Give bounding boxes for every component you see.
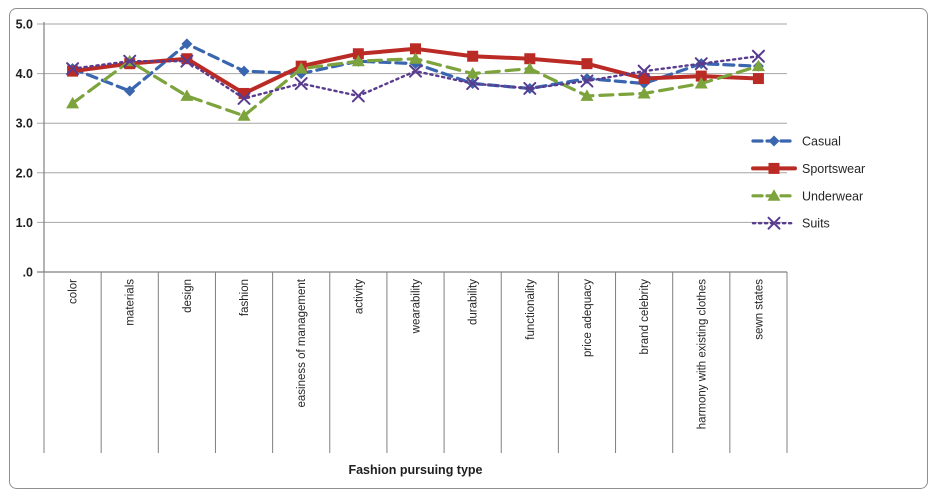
y-tick-label: 5.0 xyxy=(16,18,33,32)
category-labels: color materials design fashion easiness of m… xyxy=(68,278,766,429)
point-triangle-underwear-10 xyxy=(637,86,651,99)
point-x-suits-8 xyxy=(523,81,537,95)
point-x-suits-12 xyxy=(751,49,765,63)
point-x-suits-7 xyxy=(466,77,480,91)
category-label: sewn states xyxy=(753,279,765,340)
point-triangle-underwear-8 xyxy=(523,62,537,74)
chart-outer-border xyxy=(9,8,928,489)
point-square-sportswear-5 xyxy=(352,48,364,60)
point-x-suits-1 xyxy=(123,54,137,68)
point-triangle-underwear-5 xyxy=(351,54,365,67)
point-square-sportswear-7 xyxy=(467,50,479,62)
point-diamond-legend-casual xyxy=(768,135,780,147)
point-square-sportswear-11 xyxy=(695,70,707,82)
legend-label: Sportswear xyxy=(802,162,865,176)
point-square-sportswear-12 xyxy=(752,73,764,85)
category-label: price adequacy xyxy=(582,279,594,357)
point-square-sportswear-8 xyxy=(524,53,536,65)
category-label: activity xyxy=(353,279,365,314)
category-label: color xyxy=(68,279,80,304)
legend-label: Underwear xyxy=(802,189,863,203)
legend-label: Suits xyxy=(802,217,830,231)
point-x-suits-5 xyxy=(351,89,365,103)
point-triangle-underwear-4 xyxy=(294,62,308,74)
category-label: easiness of management xyxy=(296,278,308,407)
point-square-sportswear-0 xyxy=(67,65,79,77)
category-label: wearability xyxy=(411,279,423,335)
category-label: brand celebrity xyxy=(639,279,651,355)
point-diamond-casual-3 xyxy=(238,65,250,77)
y-tick-label: 4.0 xyxy=(16,67,33,81)
point-diamond-casual-1 xyxy=(124,85,136,97)
point-x-suits-11 xyxy=(694,57,708,71)
point-square-sportswear-2 xyxy=(181,53,193,65)
point-square-legend-sportswear xyxy=(768,162,780,174)
point-triangle-underwear-7 xyxy=(466,67,480,79)
point-triangle-underwear-9 xyxy=(580,89,594,101)
point-square-sportswear-6 xyxy=(410,43,421,55)
point-x-suits-4 xyxy=(294,77,308,91)
y-tick-label: 2.0 xyxy=(16,166,33,180)
legend-item-suits: Suits xyxy=(751,216,830,231)
point-x-suits-2 xyxy=(180,54,194,68)
point-triangle-legend-underwear xyxy=(767,189,781,201)
legend-item-casual: Casual xyxy=(751,135,841,149)
legend: Casual Sportswear Underwear Suits xyxy=(751,135,865,231)
point-triangle-underwear-12 xyxy=(751,59,765,72)
point-square-sportswear-9 xyxy=(581,58,593,70)
point-triangle-underwear-11 xyxy=(694,77,708,89)
series-underwear xyxy=(66,52,765,121)
point-triangle-underwear-0 xyxy=(66,96,80,109)
y-tick-label: 3.0 xyxy=(16,117,33,131)
category-label: materials xyxy=(125,279,137,326)
point-square-sportswear-3 xyxy=(238,87,250,99)
point-x-legend-suits xyxy=(767,216,781,230)
point-triangle-underwear-3 xyxy=(237,109,251,121)
point-x-suits-9 xyxy=(580,74,594,88)
x-axis-title: Fashion pursuing type xyxy=(348,463,482,477)
point-triangle-underwear-2 xyxy=(180,89,194,101)
legend-item-underwear: Underwear xyxy=(751,189,863,203)
point-diamond-casual-2 xyxy=(181,38,193,50)
point-x-suits-6 xyxy=(409,64,422,78)
legend-label: Casual xyxy=(802,135,841,149)
point-square-sportswear-10 xyxy=(638,73,650,85)
category-label: durability xyxy=(468,279,480,325)
category-dividers xyxy=(43,272,788,453)
category-label: harmony with existing clothes xyxy=(696,279,708,429)
gridlines: 5.0 4.0 3.0 2.0 1.0 .0 xyxy=(16,18,787,280)
series-suits xyxy=(66,49,765,105)
y-tick-label: .0 xyxy=(23,266,33,280)
point-x-suits-0 xyxy=(66,62,80,76)
y-tick-label: 1.0 xyxy=(16,216,33,230)
legend-item-sportswear: Sportswear xyxy=(751,162,865,176)
point-triangle-underwear-6 xyxy=(409,52,422,64)
category-label: fashion xyxy=(239,279,251,316)
point-x-suits-3 xyxy=(237,91,251,105)
category-label: design xyxy=(182,279,194,313)
category-label: functionality xyxy=(525,279,537,340)
point-x-suits-10 xyxy=(637,64,651,78)
